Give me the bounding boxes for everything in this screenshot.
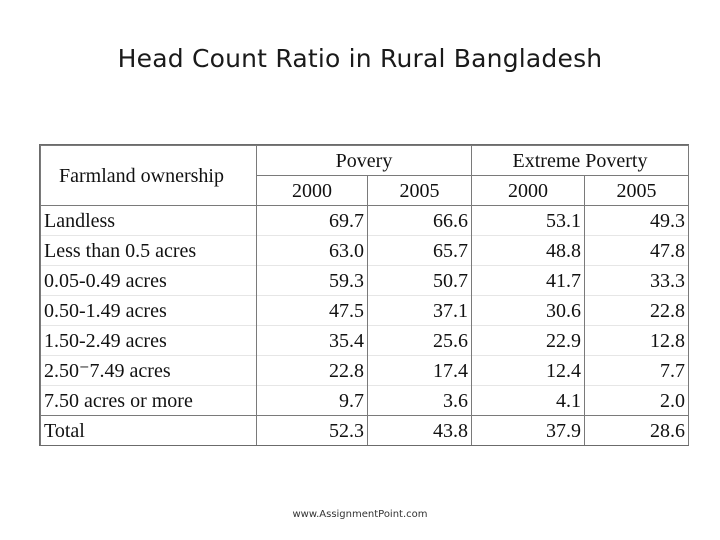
row-label: 0.50-1.49 acres bbox=[40, 295, 257, 326]
table-row: Landless 69.7 66.6 53.1 49.3 bbox=[40, 205, 690, 236]
row-header-cell: Farmland ownership bbox=[40, 145, 257, 206]
year-header: 2005 bbox=[584, 175, 690, 206]
year-header: 2005 bbox=[366, 175, 473, 206]
value-cell: 3.6 bbox=[366, 385, 473, 416]
value-cell: 25.6 bbox=[366, 325, 473, 356]
value-cell: 47.8 bbox=[584, 235, 690, 266]
year-header: 2000 bbox=[256, 175, 368, 206]
group-header-extreme-poverty: Extreme Poverty bbox=[471, 145, 690, 176]
value-cell: 33.3 bbox=[584, 265, 690, 296]
value-cell: 9.7 bbox=[256, 385, 368, 416]
table-row: Less than 0.5 acres 63.0 65.7 48.8 47.8 bbox=[40, 235, 690, 266]
value-cell: 12.8 bbox=[584, 325, 690, 356]
value-cell: 28.6 bbox=[584, 415, 690, 445]
table-row: 0.50-1.49 acres 47.5 37.1 30.6 22.8 bbox=[40, 295, 690, 326]
value-cell: 63.0 bbox=[256, 235, 368, 266]
footer-source: www.AssignmentPoint.com bbox=[292, 509, 428, 520]
value-cell: 48.8 bbox=[471, 235, 586, 266]
table-row-total: Total 52.3 43.8 37.9 28.6 bbox=[40, 415, 690, 445]
row-label: 0.05-0.49 acres bbox=[40, 265, 257, 296]
value-cell: 59.3 bbox=[256, 265, 368, 296]
value-cell: 30.6 bbox=[471, 295, 586, 326]
value-cell: 66.6 bbox=[366, 205, 473, 236]
table-row: 0.05-0.49 acres 59.3 50.7 41.7 33.3 bbox=[40, 265, 690, 296]
group-header-poverty: Povery bbox=[255, 145, 473, 176]
value-cell: 43.8 bbox=[366, 415, 473, 445]
value-cell: 49.3 bbox=[584, 205, 690, 236]
head-count-ratio-table: Farmland ownership Povery Extreme Povert… bbox=[40, 145, 690, 445]
value-cell: 7.7 bbox=[584, 355, 690, 386]
value-cell: 53.1 bbox=[471, 205, 586, 236]
value-cell: 22.9 bbox=[471, 325, 586, 356]
value-cell: 69.7 bbox=[256, 205, 368, 236]
table-row: 1.50-2.49 acres 35.4 25.6 22.9 12.8 bbox=[40, 325, 690, 356]
table-body: Landless 69.7 66.6 53.1 49.3 Less than 0.5 ac… bbox=[40, 205, 690, 445]
value-cell: 50.7 bbox=[366, 265, 473, 296]
row-label: Total bbox=[40, 415, 257, 445]
year-header: 2000 bbox=[471, 175, 586, 206]
table-row: 2.50⁻7.49 acres 22.8 17.4 12.4 7.7 bbox=[40, 355, 690, 386]
value-cell: 65.7 bbox=[366, 235, 473, 266]
table-header: Farmland ownership Povery Extreme Povert… bbox=[40, 145, 690, 206]
value-cell: 12.4 bbox=[471, 355, 586, 386]
table-row: 7.50 acres or more 9.7 3.6 4.1 2.0 bbox=[40, 385, 690, 416]
slide-title: Head Count Ratio in Rural Bangladesh bbox=[117, 44, 603, 73]
value-cell: 4.1 bbox=[471, 385, 586, 416]
value-cell: 41.7 bbox=[471, 265, 586, 296]
value-cell: 52.3 bbox=[256, 415, 368, 445]
row-label: 7.50 acres or more bbox=[40, 385, 257, 416]
value-cell: 22.8 bbox=[584, 295, 690, 326]
row-label: Landless bbox=[40, 205, 257, 236]
value-cell: 35.4 bbox=[256, 325, 368, 356]
value-cell: 22.8 bbox=[256, 355, 368, 386]
row-label: 2.50⁻7.49 acres bbox=[40, 355, 257, 386]
row-label: Less than 0.5 acres bbox=[40, 235, 257, 266]
value-cell: 47.5 bbox=[256, 295, 368, 326]
value-cell: 2.0 bbox=[584, 385, 690, 416]
value-cell: 37.1 bbox=[366, 295, 473, 326]
row-label: 1.50-2.49 acres bbox=[40, 325, 257, 356]
poverty-table-frame: Farmland ownership Povery Extreme Povert… bbox=[39, 144, 690, 446]
value-cell: 17.4 bbox=[366, 355, 473, 386]
value-cell: 37.9 bbox=[471, 415, 586, 445]
